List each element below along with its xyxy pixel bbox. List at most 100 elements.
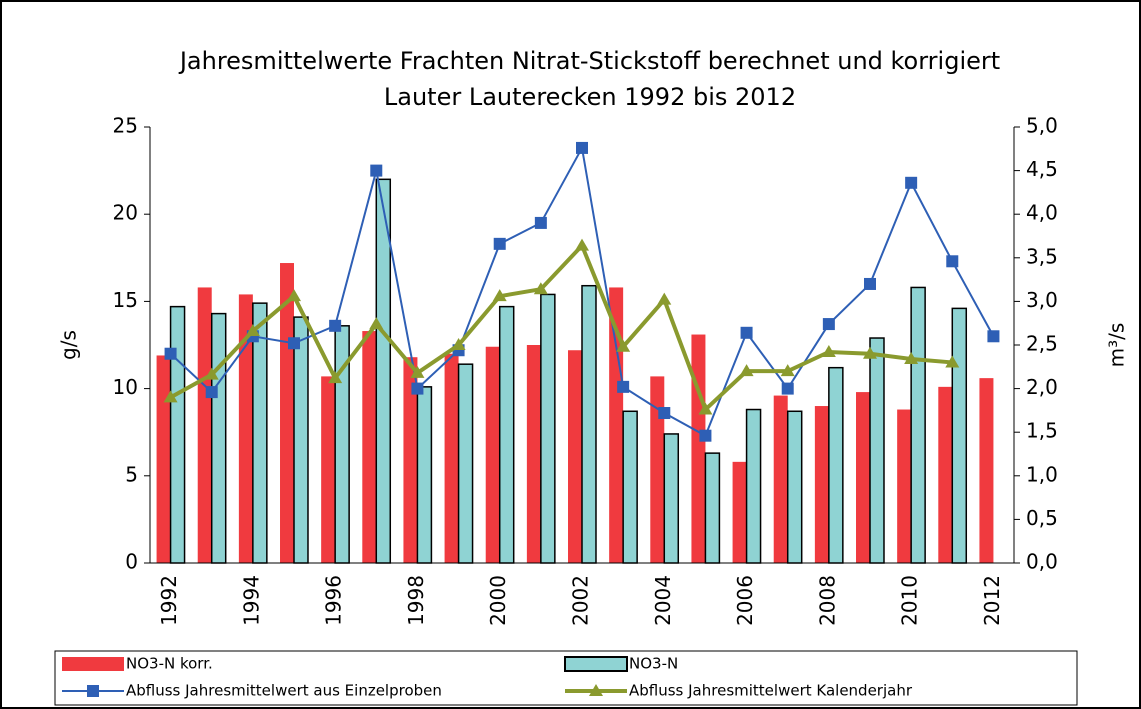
marker xyxy=(575,238,589,251)
marker xyxy=(822,318,835,331)
marker xyxy=(821,344,836,357)
marker xyxy=(698,402,713,415)
legend xyxy=(54,650,1078,706)
marker xyxy=(617,380,630,393)
bar xyxy=(169,305,186,564)
bar xyxy=(938,386,953,563)
bar xyxy=(210,312,227,564)
x-tick-label: 2010 xyxy=(898,575,922,626)
bar xyxy=(622,410,638,564)
marker xyxy=(245,324,260,337)
marker xyxy=(616,339,631,352)
bar xyxy=(568,350,582,563)
marker xyxy=(163,390,178,403)
legend-label: Abfluss Jahresmittelwert aus Einzelprobe… xyxy=(126,682,442,700)
marker xyxy=(288,337,300,350)
marker xyxy=(492,289,507,302)
y2-axis-title: m³/s xyxy=(1105,323,1129,368)
marker xyxy=(533,282,548,295)
y2-tick-label: 3,5 xyxy=(1026,244,1058,268)
chart-subtitle: Lauter Lauterecken 1992 bis 2012 xyxy=(384,83,796,111)
y2-tick-label: 3,0 xyxy=(1026,288,1058,312)
bar xyxy=(814,406,829,563)
bar xyxy=(238,294,253,563)
bar xyxy=(416,386,433,564)
marker xyxy=(204,367,219,380)
bar xyxy=(321,376,336,563)
bar xyxy=(581,284,597,564)
bar xyxy=(457,363,474,564)
marker xyxy=(739,364,754,377)
bar xyxy=(869,337,885,564)
marker xyxy=(370,164,383,177)
y2-tick-label: 1,5 xyxy=(1026,419,1058,443)
marker xyxy=(589,684,603,696)
marker xyxy=(740,326,753,339)
line xyxy=(169,241,953,414)
y-axis-title: g/s xyxy=(57,330,81,360)
y2-tick-label: 4,5 xyxy=(1026,157,1058,181)
y2-tick-label: 4,0 xyxy=(1026,201,1058,225)
marker xyxy=(328,371,343,384)
bar xyxy=(293,316,309,564)
y-tick-label: 10 xyxy=(113,375,138,399)
x-tick-label: 1994 xyxy=(239,575,263,626)
marker xyxy=(451,338,466,350)
marker xyxy=(287,289,301,302)
bar xyxy=(910,286,926,564)
bar xyxy=(732,461,747,563)
marker xyxy=(329,319,342,332)
marker xyxy=(946,255,959,268)
y2-tick-label: 2,0 xyxy=(1026,375,1058,399)
bar xyxy=(650,376,665,563)
marker xyxy=(87,685,99,697)
bar xyxy=(773,395,788,563)
marker xyxy=(534,216,547,229)
marker xyxy=(205,386,218,399)
marker xyxy=(657,292,672,305)
marker xyxy=(411,382,424,395)
marker xyxy=(369,317,384,330)
bar xyxy=(786,410,803,564)
marker xyxy=(410,365,425,378)
x-tick-label: 2004 xyxy=(651,575,675,626)
bar xyxy=(691,334,706,563)
marker xyxy=(781,382,794,395)
x-tick-label: 2000 xyxy=(486,575,510,626)
marker xyxy=(904,351,919,364)
x-tick-label: 2008 xyxy=(815,575,839,626)
marker xyxy=(576,141,588,154)
marker xyxy=(945,355,960,368)
y2-tick-label: 1,0 xyxy=(1026,462,1058,486)
bar xyxy=(663,433,680,564)
marker xyxy=(493,237,506,250)
y-tick-label: 20 xyxy=(113,201,138,225)
bar xyxy=(609,287,624,563)
marker xyxy=(987,330,1000,343)
legend-label: Abfluss Jahresmittelwert Kalenderjahr xyxy=(629,682,913,700)
marker xyxy=(864,277,876,290)
bar xyxy=(444,353,459,563)
x-tick-label: 2002 xyxy=(569,575,593,626)
y-tick-label: 5 xyxy=(125,462,138,486)
legend-swatch xyxy=(62,657,124,671)
legend-label: NO3-N xyxy=(629,655,678,673)
bar xyxy=(526,345,541,563)
x-tick-label: 1998 xyxy=(404,575,428,626)
bar xyxy=(197,287,212,563)
chart-title: Jahresmittelwerte Frachten Nitrat-Sticks… xyxy=(178,47,1000,75)
legend-swatch xyxy=(564,656,628,672)
marker xyxy=(780,364,795,377)
bar xyxy=(979,378,994,563)
bar xyxy=(704,452,721,564)
legend-label: NO3-N korr. xyxy=(126,655,213,673)
bar xyxy=(745,408,762,564)
bar xyxy=(540,293,556,564)
y2-tick-label: 0,5 xyxy=(1026,506,1058,530)
marker xyxy=(164,347,177,360)
bar xyxy=(498,305,515,564)
bar xyxy=(856,392,870,563)
bar xyxy=(485,346,500,563)
bar xyxy=(403,357,418,563)
